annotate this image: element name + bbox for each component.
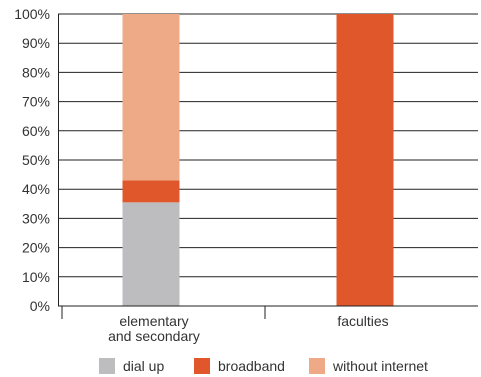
y-tick-label: 100% [14,6,50,22]
legend-label: without internet [332,358,428,374]
legend: dial up broadband without internet [99,358,428,374]
y-tick-label: 90% [22,35,50,51]
y-tick-label: 60% [22,123,50,139]
y-tick-label: 70% [22,94,50,110]
legend-label: broadband [218,358,285,374]
bar-segment [122,180,180,203]
legend-label: dial up [123,358,164,374]
y-tick-label: 30% [22,210,50,226]
bar-segment [122,202,180,306]
bar-segment [336,14,394,306]
y-tick-label: 40% [22,181,50,197]
legend-swatch [194,358,210,374]
x-category-label: faculties [337,313,388,329]
x-category-label: elementary [119,313,188,329]
axes [58,14,478,319]
x-category-label: and secondary [108,328,200,344]
y-tick-label: 20% [22,240,50,256]
gridlines [58,13,478,307]
y-tick-label: 0% [30,298,50,314]
bar-segment [122,14,180,181]
legend-swatch [309,358,325,374]
y-tick-label: 10% [22,269,50,285]
y-axis-tick-labels: 0% 10% 20% 30% 40% 50% 60% 70% 80% 90% 100% [14,6,50,314]
y-tick-label: 50% [22,152,50,168]
bars [122,14,394,306]
y-tick-label: 80% [22,64,50,80]
legend-swatch [99,358,115,374]
